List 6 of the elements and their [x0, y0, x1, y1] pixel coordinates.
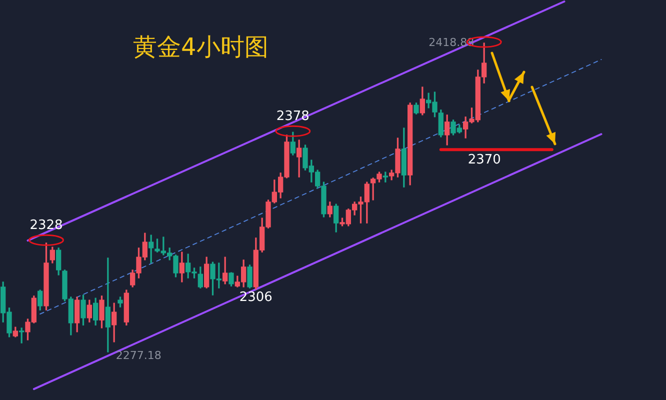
annotation: 2378 [276, 109, 310, 124]
annotation: 2277.18 [116, 348, 162, 362]
annotation: 2328 [30, 218, 63, 234]
chart-title: 黄金4小时图 [133, 32, 268, 63]
annotation: 2306 [239, 290, 272, 306]
series-label: 2370 [468, 152, 501, 168]
